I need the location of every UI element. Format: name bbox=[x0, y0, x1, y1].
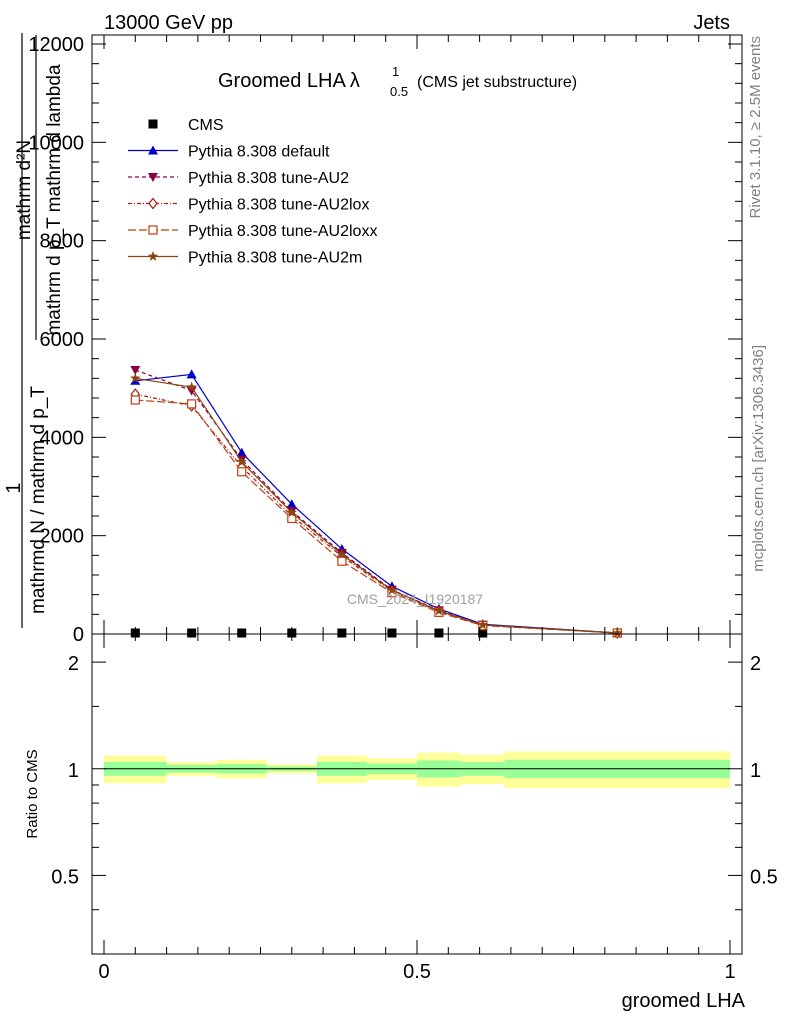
ylabel-numerator-2: mathrm d²N bbox=[14, 140, 35, 240]
point-au2m bbox=[386, 584, 398, 595]
main-ticks: 0 2000 4000 6000 8000 10000 12000 bbox=[28, 34, 742, 646]
legend-label: Pythia 8.308 tune-AU2 bbox=[188, 170, 349, 187]
y-tick-label: 12000 bbox=[28, 34, 84, 56]
mcplots-label: mcplots.cern.ch [arXiv:1306.3436] bbox=[750, 345, 767, 572]
point-au2 bbox=[186, 386, 197, 396]
legend-item-au2m: Pythia 8.308 tune-AU2m bbox=[128, 250, 362, 267]
point-au2loxx bbox=[130, 395, 140, 405]
y-tick-label: 4000 bbox=[40, 427, 85, 449]
legend-label: Pythia 8.308 tune-AU2lox bbox=[188, 197, 369, 214]
rivet-label: Rivet 3.1.10, ≥ 2.5M events bbox=[747, 36, 764, 219]
legend-marker bbox=[147, 251, 159, 261]
ratio-frame bbox=[91, 633, 743, 955]
ylabel-numerator-1: 1 bbox=[3, 482, 25, 493]
watermark: CMS_2024_I1920187 bbox=[347, 591, 483, 607]
ratio-y-tick-label-right: 0.5 bbox=[750, 866, 778, 888]
title-lambda: λ bbox=[350, 70, 360, 92]
ratio-y-tick-label: 2 bbox=[68, 653, 79, 675]
legend-item-au2: Pythia 8.308 tune-AU2 bbox=[128, 170, 349, 187]
y-tick-label: 8000 bbox=[40, 231, 85, 253]
x-tick-label: 0 bbox=[98, 961, 109, 983]
legend-label: Pythia 8.308 default bbox=[188, 144, 330, 161]
point-cms bbox=[434, 628, 444, 638]
y-tick-label: 2000 bbox=[40, 526, 85, 548]
legend-item-default: Pythia 8.308 default bbox=[128, 144, 330, 161]
ylabel-denominator-1: mathrmd N / mathrm d p_T bbox=[28, 386, 49, 614]
header-left: 13000 GeV pp bbox=[104, 12, 233, 34]
chart-title: Groomed LHA λ 1 0.5 (CMS jet substructure… bbox=[218, 64, 577, 99]
point-au2m bbox=[433, 605, 445, 616]
ratio-panel: 0.5 0.5 1 1 2 2 0 0.5 1 bbox=[51, 633, 778, 983]
point-au2m bbox=[612, 627, 623, 638]
x-tick-label: 1 bbox=[724, 961, 735, 983]
legend-item-au2loxx: Pythia 8.308 tune-AU2loxx bbox=[128, 223, 377, 240]
point-au2m bbox=[477, 619, 488, 630]
point-au2loxx bbox=[187, 399, 197, 409]
title-sup: 1 bbox=[392, 64, 399, 79]
ratio-y-tick-label: 0.5 bbox=[51, 866, 79, 888]
y-tick-label: 0 bbox=[73, 624, 84, 646]
legend-label: Pythia 8.308 tune-AU2loxx bbox=[188, 223, 377, 240]
legend-item-cms: CMS bbox=[148, 117, 224, 134]
ylabel-denominator-2: mathrm d p_T mathrm d lambda bbox=[44, 64, 65, 335]
main-panel: 0 2000 4000 6000 8000 10000 12000 bbox=[28, 34, 743, 646]
main-series-group bbox=[130, 365, 623, 639]
point-au2m bbox=[130, 372, 141, 383]
point-cms bbox=[237, 628, 247, 638]
legend-marker bbox=[148, 173, 158, 182]
y-tick-label: 10000 bbox=[28, 132, 84, 154]
point-au2loxx bbox=[337, 556, 347, 566]
point-cms bbox=[478, 628, 488, 638]
ratio-y-tick-label-right: 2 bbox=[750, 653, 761, 675]
point-cms bbox=[337, 628, 347, 638]
legend: CMS Pythia 8.308 default Pythia 8.308 tune… bbox=[128, 117, 377, 267]
point-au2loxx bbox=[237, 467, 247, 477]
point-au2 bbox=[130, 365, 141, 375]
point-au2m bbox=[236, 456, 247, 467]
main-ylabel: 1 mathrmd N / mathrm d p_T mathrm d²N ma… bbox=[3, 33, 65, 628]
legend-marker bbox=[148, 145, 158, 155]
legend-marker bbox=[148, 225, 158, 235]
ratio-ticks: 0.5 0.5 1 1 2 2 0 0.5 1 bbox=[51, 634, 778, 983]
title-main: Groomed LHA bbox=[218, 70, 346, 92]
legend-item-au2lox: Pythia 8.308 tune-AU2lox bbox=[128, 197, 369, 214]
point-default bbox=[186, 369, 197, 379]
ratio-ylabel: Ratio to CMS bbox=[24, 749, 41, 838]
legend-label: CMS bbox=[188, 117, 224, 134]
point-au2m bbox=[286, 507, 298, 518]
x-tick-label: 0.5 bbox=[403, 961, 431, 983]
ratio-y-tick-label: 1 bbox=[68, 760, 79, 782]
ratio-bands bbox=[104, 751, 730, 789]
ratio-y-tick-label-right: 1 bbox=[750, 760, 761, 782]
point-default bbox=[236, 447, 247, 457]
point-au2m bbox=[186, 381, 197, 392]
header-right: Jets bbox=[693, 12, 730, 34]
series-cms bbox=[130, 628, 488, 638]
point-default bbox=[286, 499, 297, 509]
point-au2m bbox=[336, 548, 348, 559]
series-au2m bbox=[130, 372, 623, 638]
legend-label: Pythia 8.308 tune-AU2m bbox=[188, 250, 362, 267]
legend-marker bbox=[148, 119, 158, 129]
point-cms bbox=[187, 628, 197, 638]
x-axis-label: groomed LHA bbox=[622, 990, 746, 1012]
title-suffix: (CMS jet substructure) bbox=[417, 74, 577, 91]
y-tick-label: 6000 bbox=[40, 329, 85, 351]
title-sub: 0.5 bbox=[390, 84, 408, 99]
legend-marker bbox=[148, 197, 158, 210]
point-cms bbox=[387, 628, 397, 638]
